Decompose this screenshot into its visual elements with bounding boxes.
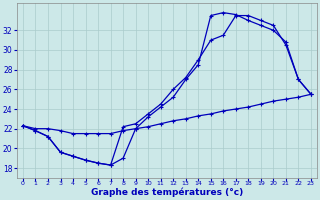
X-axis label: Graphe des températures (°c): Graphe des températures (°c) [91,188,243,197]
